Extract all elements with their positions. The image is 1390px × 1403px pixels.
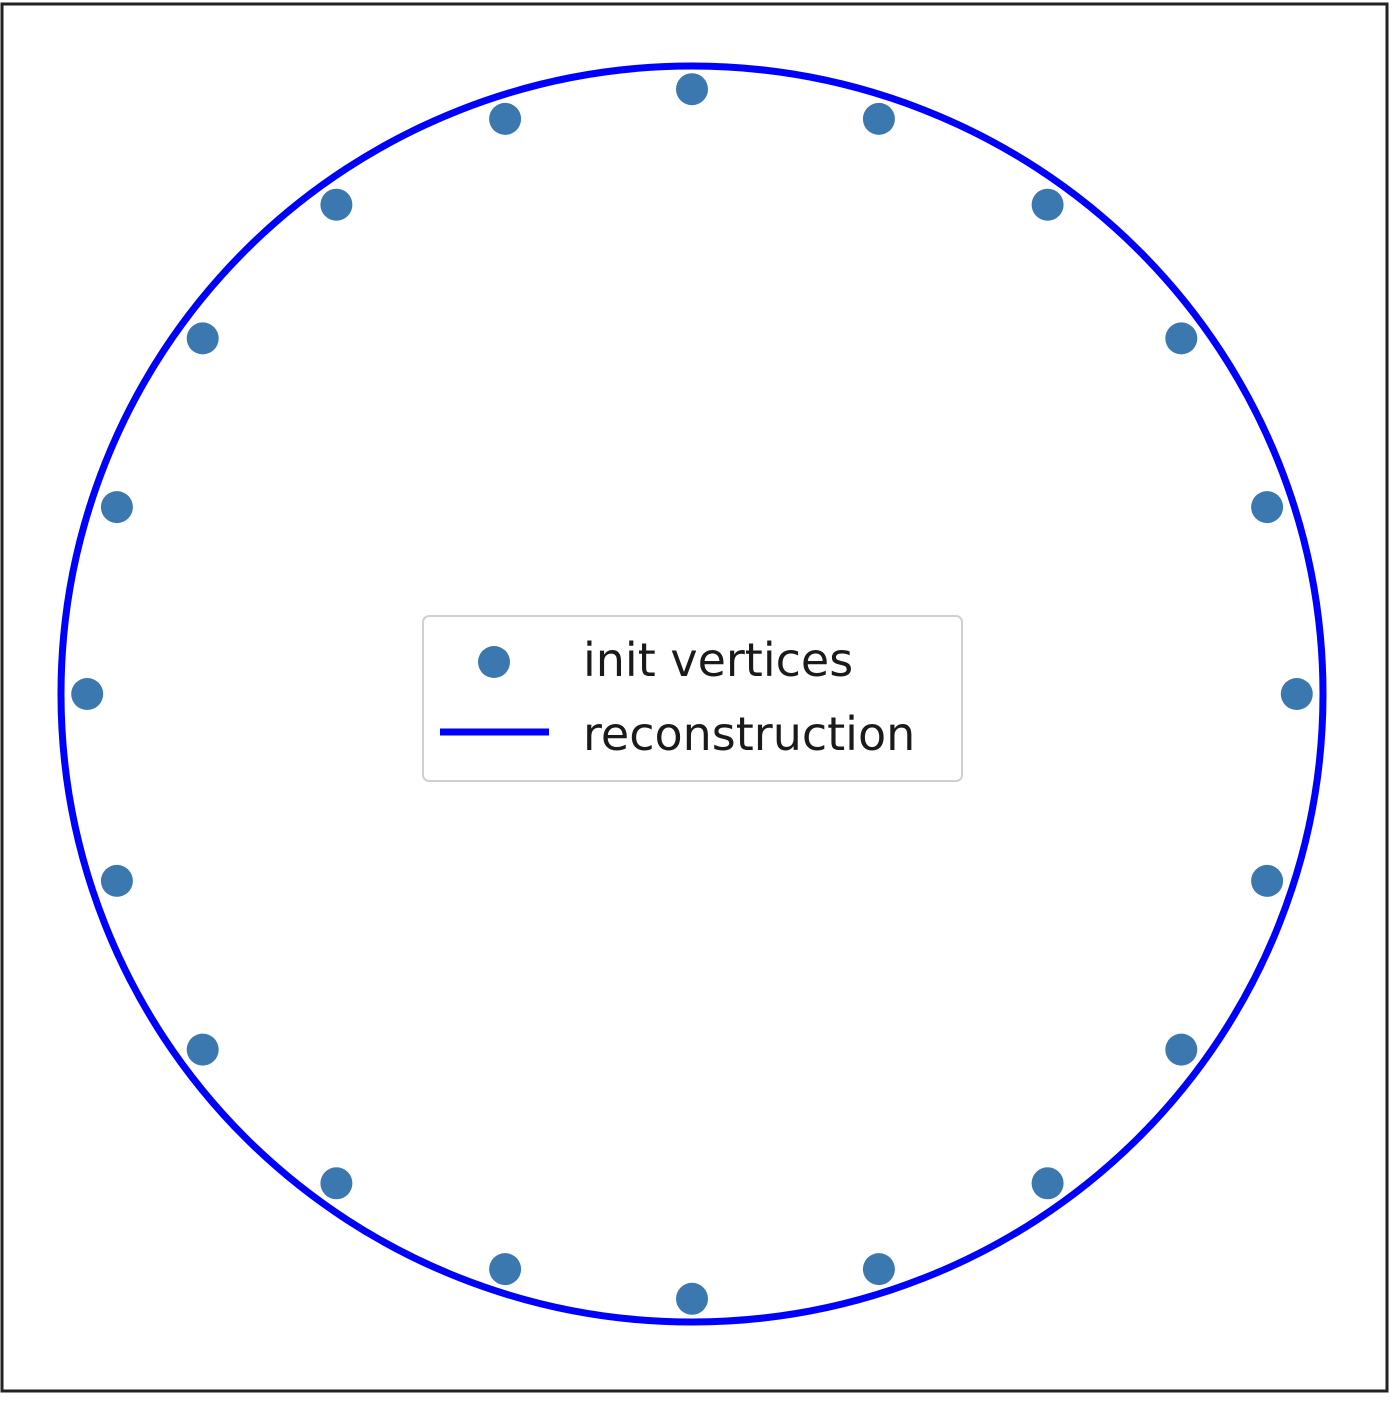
init-vertex-point-5 — [676, 73, 708, 106]
init-vertex-point-13 — [320, 1167, 353, 1200]
init-vertex-point-18 — [1165, 1033, 1198, 1066]
init-vertex-point-8 — [186, 322, 219, 355]
legend-label-reconstruction: reconstruction — [583, 707, 915, 761]
init-vertex-point-7 — [320, 188, 353, 221]
init-vertex-point-11 — [100, 864, 133, 897]
legend-label-init-vertices: init vertices — [583, 633, 853, 687]
init-vertex-point-14 — [489, 1253, 522, 1286]
legend-box — [422, 615, 963, 782]
init-vertex-point-19 — [1251, 864, 1284, 897]
init-vertex-point-12 — [186, 1033, 219, 1066]
init-vertex-point-2 — [1165, 322, 1198, 355]
legend-marker-init-vertices — [478, 646, 510, 678]
init-vertex-point-0 — [1280, 678, 1313, 710]
legend: init vertices reconstruction — [422, 615, 963, 782]
init-vertex-point-10 — [71, 678, 104, 710]
init-vertex-point-1 — [1251, 491, 1284, 524]
init-vertex-point-6 — [489, 102, 522, 135]
init-vertex-point-4 — [862, 102, 895, 135]
init-vertex-point-3 — [1031, 188, 1064, 221]
init-vertex-point-17 — [1031, 1167, 1064, 1200]
init-vertex-point-9 — [100, 491, 133, 524]
reconstruction-line — [57, 62, 1327, 1326]
init-vertex-point-16 — [862, 1253, 895, 1286]
series-layer — [57, 62, 1327, 1326]
init-vertex-point-15 — [676, 1282, 708, 1315]
